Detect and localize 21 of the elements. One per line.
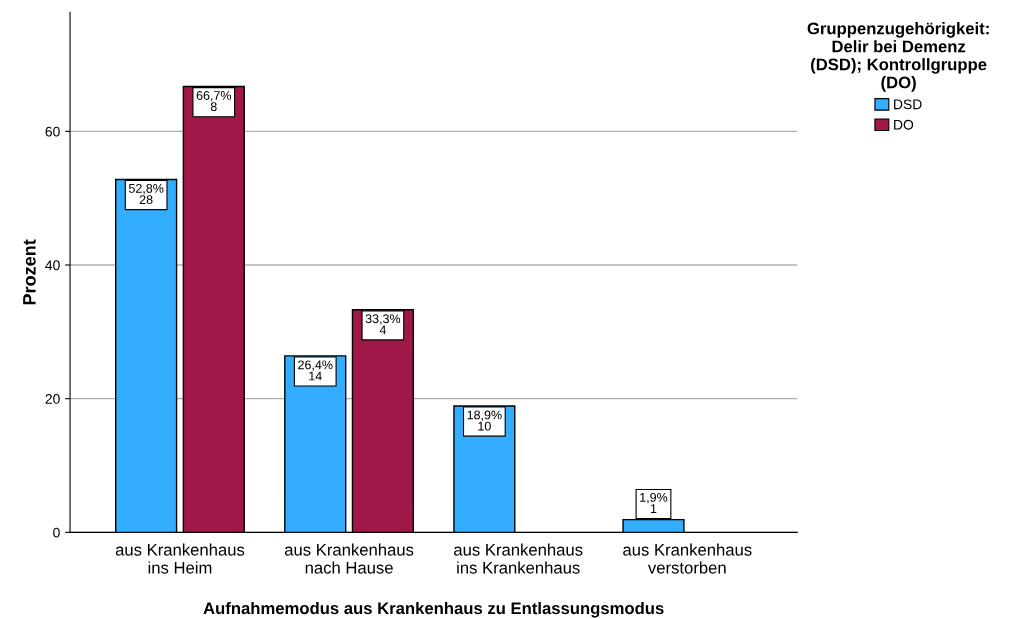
data-label: 1,9% 1	[640, 492, 668, 513]
bar	[182, 85, 245, 533]
data-label: 26,4% 14	[298, 360, 333, 381]
data-label: 18,9% 10	[467, 410, 502, 431]
x-axis-title: Aufnahmemodus aus Krankenhaus zu Entlassungsmodus	[203, 601, 664, 618]
y-tick-label: 0	[53, 527, 60, 538]
x-tick-label: aus Krankenhaus ins Krankenhaus	[454, 543, 583, 574]
x-tick-label: aus Krankenhaus verstorben	[623, 543, 752, 574]
data-label: 52,8% 28	[128, 183, 164, 205]
y-axis-title: Prozent	[23, 239, 36, 305]
data-label: 66,7% 8	[196, 91, 232, 112]
legend-title: Gruppenzugehörigkeit: Delir bei Demenz (DSD); Kontrollgruppe (DO)	[807, 22, 989, 92]
data-label: 33,3% 4	[365, 314, 401, 335]
legend-label: DO	[894, 119, 914, 130]
y-tick-label: 20	[45, 394, 60, 404]
legend-label: DSD	[894, 99, 922, 110]
y-tick-label: 60	[45, 126, 60, 137]
y-tick-label: 40	[45, 260, 60, 271]
x-tick-label: aus Krankenhaus ins Heim	[115, 543, 245, 574]
bar	[115, 178, 178, 533]
x-tick-label: aus Krankenhaus nach Hause	[284, 543, 414, 574]
